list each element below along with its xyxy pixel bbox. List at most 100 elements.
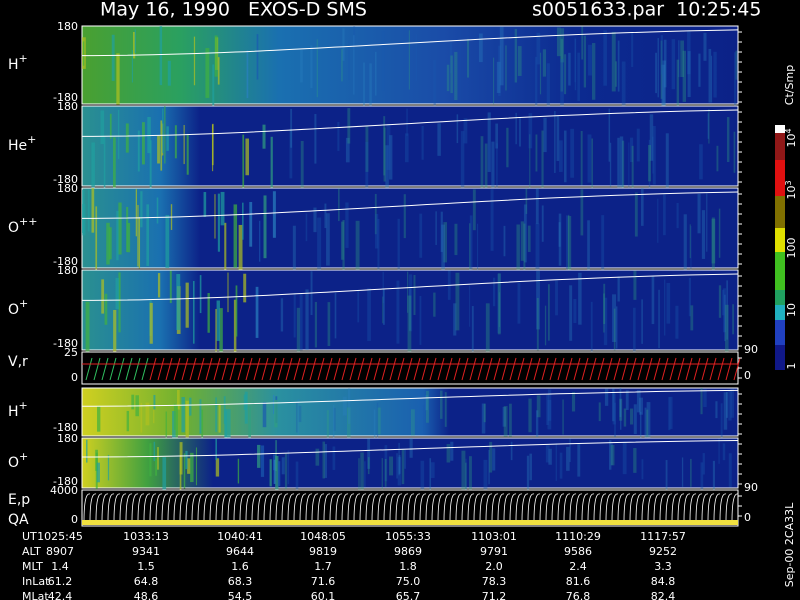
energy-arc [635, 493, 643, 523]
spectral-streak [242, 202, 244, 240]
spectral-streak [471, 306, 474, 369]
velocity-glyph [597, 357, 605, 381]
spectral-streak [326, 410, 329, 444]
text-part: He [8, 138, 27, 154]
spectral-streak [355, 220, 360, 284]
spectral-streak [162, 108, 164, 153]
spectral-streak [199, 275, 202, 314]
spectral-streak [333, 407, 336, 431]
spectral-streak [519, 116, 521, 147]
spectral-streak [313, 207, 317, 233]
spectral-streak [718, 208, 721, 258]
energy-arc [209, 493, 217, 523]
spectral-streak [722, 443, 726, 461]
spectral-streak [580, 130, 583, 186]
cell: 1103:01 [471, 530, 517, 543]
velocity-glyph [269, 357, 277, 381]
panel-label: QA [8, 512, 29, 528]
energy-arc [293, 493, 301, 523]
energy-arc [419, 493, 427, 523]
panel-frame [81, 25, 739, 105]
spectral-streak [145, 402, 150, 426]
energy-arc [665, 493, 673, 523]
panel-frame [81, 351, 739, 385]
spectral-streak [153, 408, 155, 424]
energy-arc [581, 493, 589, 523]
spectral-streak [663, 279, 666, 336]
spectral-streak [95, 452, 98, 489]
spectral-streak [698, 53, 701, 87]
spectral-streak [658, 289, 660, 349]
colorbar-band [775, 196, 785, 228]
spectral-streak [556, 27, 561, 57]
velocity-glyph [413, 357, 421, 381]
spectral-streak [520, 221, 525, 261]
spectral-streak [617, 40, 620, 92]
spectral-streak [535, 56, 538, 107]
spectral-streak [419, 295, 422, 345]
spectral-streak [651, 276, 655, 325]
spectral-streak [523, 223, 526, 277]
spectral-streak [463, 118, 468, 144]
spectral-streak [147, 116, 151, 154]
spectral-streak [364, 461, 366, 488]
y-tick-label: 4000 [50, 484, 78, 497]
spectral-streak [707, 113, 709, 139]
spectral-streak [528, 113, 533, 149]
energy-arc [197, 493, 205, 523]
spectral-streak [215, 308, 217, 373]
spectral-streak [560, 58, 564, 121]
spectral-streak [604, 388, 609, 406]
velocity-glyph [501, 357, 509, 381]
spectral-streak [678, 40, 680, 78]
energy-arc [611, 493, 619, 523]
velocity-glyph [677, 357, 685, 381]
velocity-glyph [589, 357, 597, 381]
spectral-streak [141, 122, 145, 165]
energy-arc [671, 493, 679, 523]
spectral-streak [273, 459, 276, 484]
spectral-streak [295, 461, 299, 499]
spectral-streak [581, 26, 584, 60]
spectral-streak [545, 445, 550, 463]
spectral-streak [701, 210, 706, 259]
spectral-streak [397, 218, 400, 273]
spectral-streak [648, 145, 651, 182]
spectral-streak [706, 193, 708, 252]
velocity-glyph [461, 357, 469, 381]
spectral-streak [407, 271, 409, 313]
spectral-streak [723, 288, 727, 333]
cell: 2.0 [485, 560, 503, 573]
spectral-streak [577, 443, 581, 477]
spectral-streak [153, 441, 156, 462]
spectral-streak [403, 194, 406, 239]
cell: 42.4 [48, 590, 73, 600]
spectral-streak [577, 52, 580, 101]
spectral-streak [224, 222, 227, 275]
spectral-streak [546, 63, 550, 118]
cell: 48.6 [134, 590, 159, 600]
spectral-streak [401, 449, 405, 485]
spectral-streak [660, 35, 663, 75]
spectral-streak [396, 453, 398, 479]
spectral-streak [126, 206, 129, 252]
spectral-streak [453, 303, 457, 336]
energy-arc [215, 493, 223, 523]
velocity-glyph [245, 357, 253, 381]
spectral-streak [689, 224, 691, 259]
energy-arc [653, 493, 661, 523]
velocity-glyph [205, 357, 213, 381]
colorbar-band [775, 228, 785, 252]
spectral-streak [700, 388, 703, 415]
spectral-streak [612, 388, 615, 422]
spectral-streak [219, 308, 223, 367]
velocity-glyph [277, 357, 285, 381]
spectral-streak [574, 38, 577, 91]
spectral-streak [435, 211, 437, 245]
spectral-streak [648, 139, 651, 191]
spectral-streak [118, 272, 121, 333]
panel-label: H+ [8, 399, 28, 420]
spectral-streak [615, 61, 617, 87]
spectral-streak [342, 396, 347, 416]
spectral-streak [373, 409, 376, 444]
